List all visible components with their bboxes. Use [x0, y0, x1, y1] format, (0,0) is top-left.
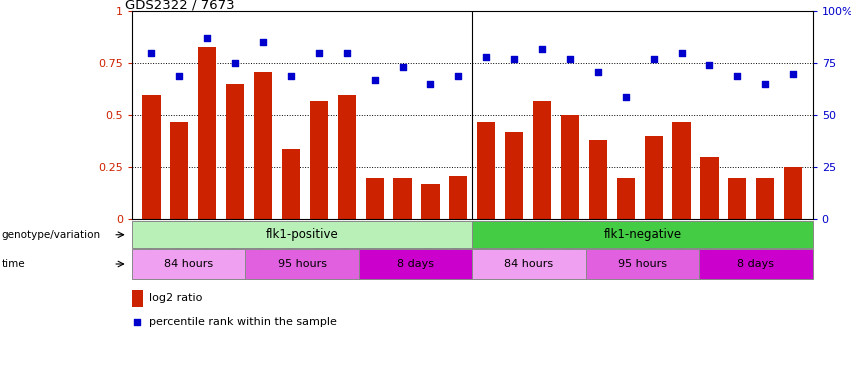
Point — [535, 46, 549, 52]
Text: log2 ratio: log2 ratio — [149, 293, 203, 303]
Text: flk1-positive: flk1-positive — [266, 228, 339, 241]
Point — [228, 60, 242, 66]
Point — [368, 77, 381, 83]
Bar — [366, 178, 384, 219]
Text: 95 hours: 95 hours — [618, 259, 667, 269]
Bar — [585, 249, 700, 279]
Bar — [170, 122, 188, 219]
Bar — [359, 249, 472, 279]
Bar — [254, 72, 272, 219]
Point — [730, 73, 744, 79]
Point — [675, 50, 688, 56]
Point — [758, 81, 772, 87]
Text: flk1-negative: flk1-negative — [603, 228, 682, 241]
Bar — [245, 249, 359, 279]
Bar — [784, 167, 802, 219]
Bar — [421, 184, 439, 219]
Bar — [672, 122, 691, 219]
Bar — [198, 46, 216, 219]
Text: 95 hours: 95 hours — [277, 259, 327, 269]
Bar — [282, 148, 300, 219]
Bar — [505, 132, 523, 219]
Bar — [533, 101, 551, 219]
Bar — [472, 249, 585, 279]
Bar — [132, 249, 245, 279]
Point — [424, 81, 437, 87]
Bar — [700, 249, 813, 279]
Point — [201, 35, 214, 41]
Point — [145, 50, 158, 56]
Point — [256, 39, 270, 45]
Bar — [700, 157, 718, 219]
Bar — [226, 84, 244, 219]
Bar — [617, 178, 635, 219]
Point — [312, 50, 326, 56]
Text: 8 days: 8 days — [397, 259, 434, 269]
Text: percentile rank within the sample: percentile rank within the sample — [149, 316, 337, 327]
Point — [703, 62, 717, 68]
Point — [591, 69, 605, 75]
Point — [507, 56, 521, 62]
Text: genotype/variation: genotype/variation — [2, 230, 100, 240]
Point — [130, 319, 144, 325]
Point — [173, 73, 186, 79]
Point — [619, 94, 632, 100]
Point — [452, 73, 465, 79]
Bar — [132, 221, 472, 248]
Bar — [142, 94, 161, 219]
Text: GDS2322 / 7673: GDS2322 / 7673 — [125, 0, 235, 11]
Bar — [757, 178, 774, 219]
Point — [284, 73, 298, 79]
Point — [563, 56, 577, 62]
Bar — [472, 221, 813, 248]
Bar — [561, 116, 579, 219]
Bar — [338, 94, 356, 219]
Bar — [449, 176, 467, 219]
Point — [479, 54, 493, 60]
Bar — [728, 178, 746, 219]
Bar — [589, 140, 607, 219]
Point — [647, 56, 660, 62]
Text: 8 days: 8 days — [738, 259, 774, 269]
Bar — [132, 290, 142, 307]
Bar — [644, 136, 663, 219]
Text: 84 hours: 84 hours — [164, 259, 214, 269]
Text: time: time — [2, 259, 26, 269]
Bar — [477, 122, 495, 219]
Text: 84 hours: 84 hours — [505, 259, 554, 269]
Point — [340, 50, 353, 56]
Point — [786, 70, 800, 77]
Bar — [310, 101, 328, 219]
Bar — [393, 178, 412, 219]
Point — [396, 64, 409, 70]
